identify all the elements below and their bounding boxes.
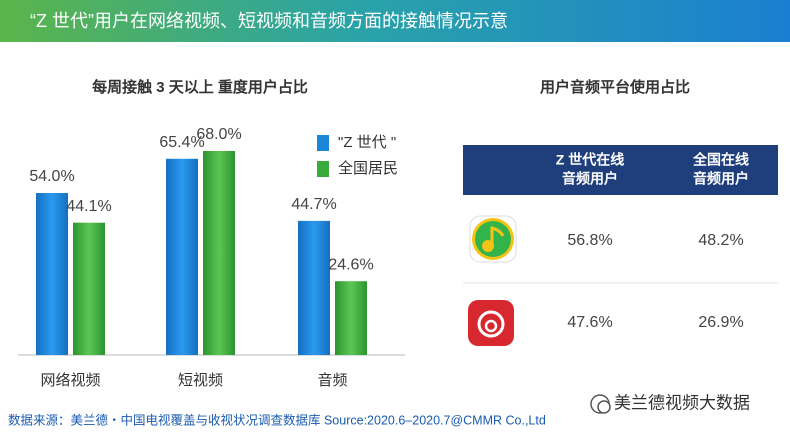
value-label: 44.7%	[291, 196, 336, 213]
value-label: 65.4%	[159, 134, 204, 151]
qq-music-icon	[469, 215, 517, 263]
bar	[203, 151, 235, 355]
bar	[73, 222, 105, 355]
value-label: 24.6%	[328, 256, 373, 273]
header-bar	[0, 0, 790, 42]
bar	[298, 220, 330, 355]
legend-label: 全国居民	[338, 159, 398, 177]
table-cell: 47.6%	[567, 314, 612, 331]
column-header: 全国在线	[692, 152, 749, 168]
bar	[36, 193, 68, 355]
x-tick-label: 短视频	[178, 372, 223, 389]
watermark: 美兰德视频大数据	[614, 393, 750, 412]
chart-title: 每周接触 3 天以上 重度用户占比	[92, 78, 308, 96]
x-tick-label: 网络视频	[40, 372, 100, 389]
column-header: 音频用户	[562, 171, 618, 187]
legend-label: "Z 世代 "	[338, 134, 396, 151]
header-title: “Z 世代”用户在网络视频、短视频和音频方面的接触情况示意	[30, 11, 508, 31]
table-cell: 48.2%	[698, 232, 743, 249]
legend-swatch	[317, 161, 329, 177]
value-label: 68.0%	[196, 126, 241, 143]
chart: 54.0% 44.1% 网络视频 65.4%68.0% 短视频 44.7% 24.6% 音频 "…	[29, 126, 398, 389]
netease-music-icon	[468, 300, 514, 346]
legend-swatch	[317, 135, 329, 151]
table-cell: 26.9%	[698, 314, 743, 331]
column-header: 音频用户	[693, 171, 749, 187]
bar	[335, 281, 367, 355]
table-title: 用户音频平台使用占比	[540, 78, 690, 96]
table-header	[463, 145, 778, 195]
bar	[166, 158, 198, 355]
table-cell: 56.8%	[567, 232, 612, 249]
value-label: 54.0%	[29, 168, 74, 185]
value-label: 44.1%	[66, 198, 111, 215]
x-tick-label: 音频	[317, 372, 347, 389]
column-header: Z 世代在线	[556, 152, 624, 168]
source: 数据来源：美兰德・中国电视覆盖与收视状况调查数据库 Source:2020.6–…	[8, 412, 546, 427]
watermark-icon	[590, 394, 611, 414]
